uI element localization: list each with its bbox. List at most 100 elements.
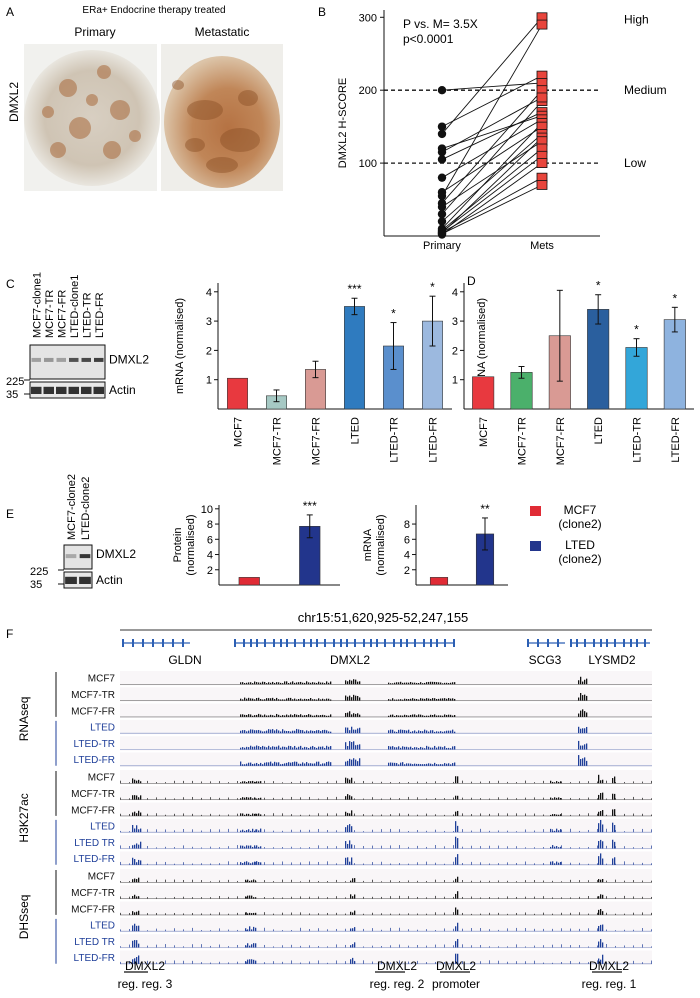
signal-noise bbox=[237, 944, 238, 948]
pair-line bbox=[441, 82, 543, 91]
gene-exon bbox=[172, 639, 174, 647]
signal-noise bbox=[624, 929, 625, 932]
signal-peak bbox=[246, 746, 248, 750]
signal-peak bbox=[351, 796, 353, 800]
signal-noise bbox=[165, 846, 166, 849]
signal-noise bbox=[606, 962, 607, 964]
signal-noise bbox=[237, 781, 238, 784]
gene-exon bbox=[406, 639, 408, 647]
signal-peak bbox=[256, 730, 258, 734]
signal-noise bbox=[300, 927, 301, 932]
signal-peak bbox=[296, 761, 298, 766]
signal-noise bbox=[633, 880, 634, 883]
signal-peak bbox=[359, 744, 361, 750]
signal-noise bbox=[624, 781, 625, 784]
signal-peak bbox=[418, 682, 420, 685]
signal-peak bbox=[242, 863, 244, 865]
signal-peak bbox=[347, 746, 349, 750]
signal-peak bbox=[450, 748, 452, 750]
track-background bbox=[120, 752, 652, 767]
signal-noise bbox=[354, 798, 355, 800]
signal-peak bbox=[436, 747, 438, 750]
signal-peak bbox=[614, 776, 616, 784]
gene-exon bbox=[280, 639, 282, 647]
signal-peak bbox=[310, 697, 312, 701]
signal-peak bbox=[426, 730, 428, 734]
signal-noise bbox=[642, 880, 643, 883]
signal-peak bbox=[600, 853, 602, 865]
blot-lane-label: LTED-clone2 bbox=[80, 477, 92, 540]
track-group-label: H3K27ac bbox=[17, 793, 31, 842]
signal-noise bbox=[417, 945, 418, 948]
signal-noise bbox=[327, 830, 328, 833]
signal-peak bbox=[282, 699, 284, 701]
signal-peak bbox=[598, 856, 600, 865]
signal-noise bbox=[156, 879, 157, 883]
gene-exon bbox=[234, 639, 236, 647]
signal-noise bbox=[624, 831, 625, 833]
signal-peak bbox=[258, 862, 260, 865]
signal-noise bbox=[588, 913, 589, 915]
signal-peak bbox=[245, 896, 247, 899]
signal-peak bbox=[455, 941, 457, 948]
signal-noise bbox=[165, 829, 166, 833]
signal-noise bbox=[255, 829, 256, 833]
signal-peak bbox=[252, 698, 254, 701]
signal-peak bbox=[424, 729, 426, 734]
signal-peak bbox=[298, 763, 300, 766]
gene-exon bbox=[370, 639, 372, 647]
signal-noise bbox=[147, 913, 148, 915]
signal-noise bbox=[309, 782, 310, 784]
signal-noise bbox=[183, 797, 184, 800]
track-background bbox=[120, 703, 652, 718]
signal-noise bbox=[561, 962, 562, 964]
signal-peak bbox=[272, 746, 274, 750]
signal-peak bbox=[248, 730, 250, 734]
signal-noise bbox=[642, 781, 643, 784]
signal-peak bbox=[304, 763, 306, 766]
signal-peak bbox=[558, 797, 560, 800]
signal-noise bbox=[228, 846, 229, 849]
signal-noise bbox=[462, 928, 463, 932]
signal-noise bbox=[453, 912, 454, 915]
signal-noise bbox=[309, 929, 310, 932]
signal-peak bbox=[351, 742, 353, 750]
signal-noise bbox=[120, 845, 121, 849]
signal-peak bbox=[242, 781, 244, 784]
signal-peak bbox=[258, 846, 260, 849]
signal-noise bbox=[426, 813, 427, 816]
signal-peak bbox=[132, 812, 134, 816]
signal-peak bbox=[602, 779, 604, 784]
signal-peak bbox=[240, 798, 242, 800]
signal-peak bbox=[414, 730, 416, 734]
signal-peak bbox=[446, 763, 448, 766]
signal-peak bbox=[276, 697, 278, 701]
signal-peak bbox=[326, 698, 328, 701]
signal-peak bbox=[446, 698, 448, 701]
signal-peak bbox=[260, 730, 262, 734]
signal-peak bbox=[355, 729, 357, 734]
signal-noise bbox=[543, 863, 544, 865]
signal-noise bbox=[345, 814, 346, 816]
signal-peak bbox=[312, 745, 314, 750]
track-background bbox=[120, 869, 652, 884]
signal-peak bbox=[580, 728, 582, 734]
signal-peak bbox=[294, 745, 296, 750]
signal-noise bbox=[228, 896, 229, 899]
signal-noise bbox=[264, 862, 265, 865]
signal-noise bbox=[300, 814, 301, 816]
signal-noise bbox=[498, 960, 499, 964]
signal-peak bbox=[249, 945, 251, 948]
signal-peak bbox=[242, 813, 244, 816]
y-tick-label: 100 bbox=[359, 158, 377, 170]
signal-peak bbox=[256, 813, 258, 816]
signal-noise bbox=[300, 862, 301, 865]
signal-peak bbox=[250, 729, 252, 734]
signal-noise bbox=[318, 781, 319, 784]
signal-noise bbox=[300, 847, 301, 849]
signal-noise bbox=[372, 797, 373, 800]
signal-peak bbox=[614, 825, 616, 833]
signal-peak bbox=[314, 699, 316, 701]
signal-peak bbox=[248, 829, 250, 833]
signal-noise bbox=[453, 814, 454, 816]
